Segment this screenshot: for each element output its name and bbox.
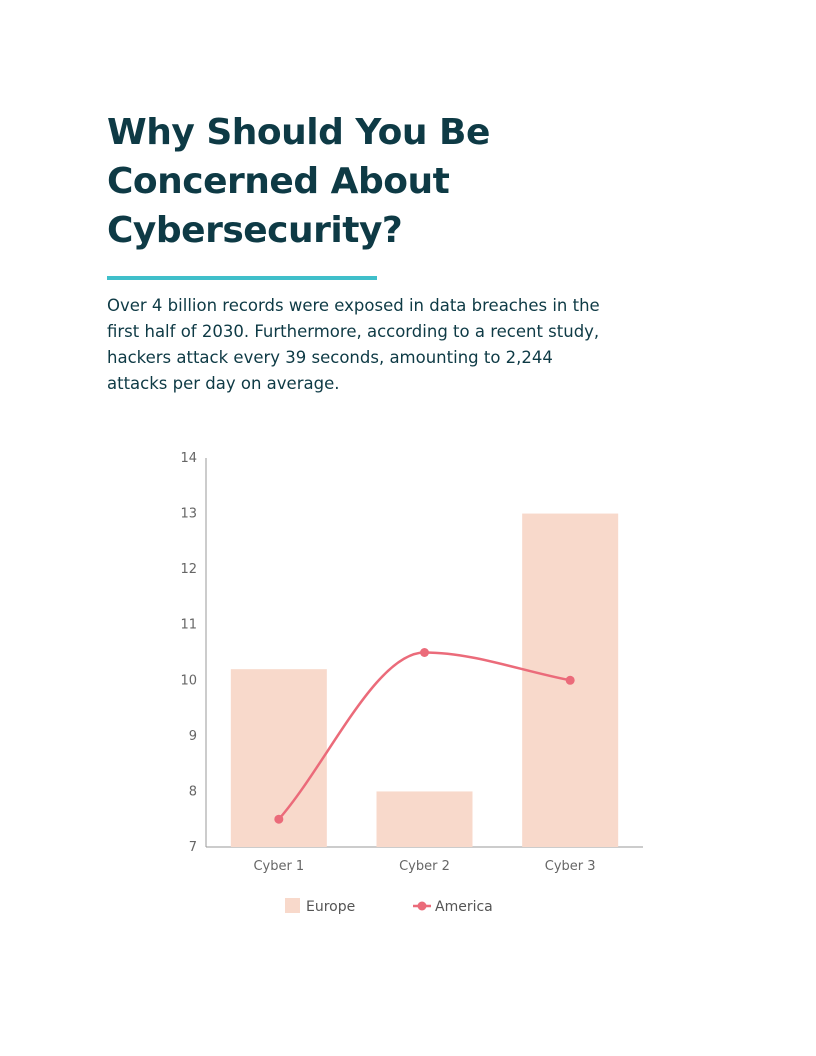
point-america-3 [565, 675, 575, 685]
page-title: Why Should You Be Concerned About Cybers… [107, 112, 490, 251]
legend-swatch-america-dot [417, 901, 427, 911]
y-tick-label: 9 [189, 729, 197, 744]
y-tick-label: 7 [189, 840, 197, 855]
america-line [277, 651, 571, 821]
intro-paragraph: Over 4 billion records were exposed in d… [107, 296, 600, 393]
america-points [274, 648, 575, 824]
title-underline [107, 276, 377, 280]
bar-europe-2 [376, 791, 473, 847]
x-tick-label: Cyber 3 [545, 859, 596, 874]
y-tick-label: 11 [180, 618, 197, 633]
legend: Europe America [285, 898, 493, 915]
point-america-1 [274, 814, 284, 824]
y-tick-label: 14 [180, 451, 197, 466]
x-tick-labels: Cyber 1 Cyber 2 Cyber 3 [253, 859, 595, 874]
y-tick-labels: 7 8 9 10 11 12 13 14 [180, 451, 197, 855]
legend-label-europe: Europe [306, 899, 355, 915]
legend-label-america: America [435, 899, 493, 915]
y-tick-label: 8 [189, 784, 197, 799]
y-tick-label: 10 [180, 673, 197, 688]
point-america-2 [420, 648, 429, 657]
y-axis: 7 8 9 10 11 12 13 14 [180, 451, 207, 855]
legend-swatch-europe [285, 898, 300, 913]
europe-bars [230, 513, 619, 847]
y-tick-label: 13 [180, 507, 197, 522]
y-tick-label: 12 [180, 562, 197, 577]
x-tick-label: Cyber 2 [399, 859, 450, 874]
x-tick-label: Cyber 1 [253, 859, 304, 874]
